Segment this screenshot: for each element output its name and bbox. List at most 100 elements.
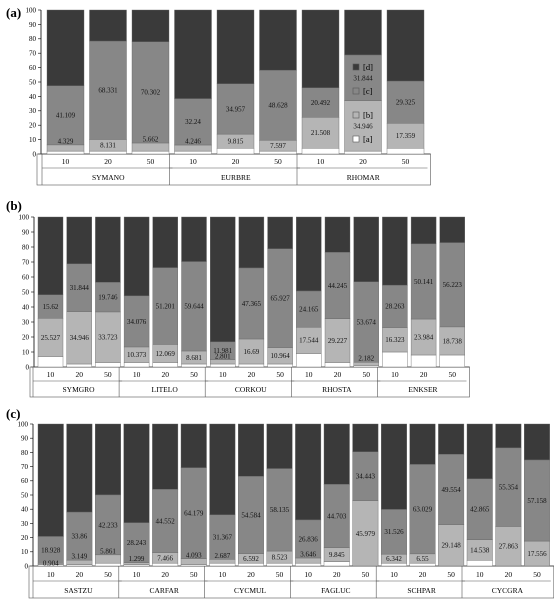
y-tick-label: 50	[29, 78, 37, 86]
data-label: 3.646	[300, 550, 316, 558]
bar-segment-c	[95, 282, 121, 313]
bar-segment-d	[131, 9, 170, 42]
data-label: 17.544	[299, 337, 319, 345]
x-category-label: 20	[76, 570, 84, 579]
y-tick-label: 90	[22, 228, 30, 236]
bar-segment-a	[209, 562, 236, 567]
bar-segment-a	[95, 362, 121, 368]
x-category-label: 20	[248, 370, 256, 379]
bar-segment-c	[266, 468, 293, 552]
data-label: 31.844	[70, 284, 90, 292]
data-label: 17.359	[396, 132, 416, 140]
bar-segment-d	[123, 216, 150, 297]
bar-segment-d	[324, 216, 351, 253]
data-label: 34.443	[356, 473, 376, 481]
data-label: 55.354	[499, 484, 519, 492]
bar-segment-c	[439, 242, 465, 328]
bar-segment-c	[89, 40, 127, 140]
bar-segment-b	[209, 559, 236, 564]
bar-segment-c	[66, 511, 93, 561]
x-category-label: 10	[476, 570, 484, 579]
bar-segment-c	[353, 281, 379, 363]
x-category-label: 20	[232, 157, 240, 166]
data-label: 42.233	[98, 521, 118, 529]
legend-item: [a]	[363, 134, 373, 144]
bar-segment-a	[66, 363, 92, 368]
x-category-label: 50	[104, 570, 112, 579]
bar-segment-c	[381, 509, 407, 555]
data-label: 28.263	[385, 303, 405, 311]
group-label: CORKOU	[235, 385, 267, 394]
y-tick-label: 40	[21, 506, 29, 514]
data-label: 31.844	[353, 74, 373, 82]
x-category-label: 50	[274, 157, 282, 166]
group-label: CYCMUL	[234, 586, 267, 595]
bar-segment-d	[301, 9, 340, 88]
bar-segment-b	[410, 318, 437, 356]
data-label: 10.964	[270, 352, 290, 360]
bar-segment-a	[237, 562, 264, 567]
data-label: 12.069	[156, 350, 176, 358]
data-label: 41.109	[56, 112, 76, 120]
data-label: 26.836	[299, 535, 319, 543]
y-tick-label: 20	[22, 333, 30, 341]
legend-swatch	[352, 111, 360, 119]
bar-segment-d	[152, 216, 179, 268]
bar-segment-c	[94, 494, 121, 556]
bar-segment-a	[180, 564, 207, 567]
data-label: 1.299	[129, 555, 145, 563]
y-tick-label: 100	[18, 420, 29, 428]
bar-segment-b	[382, 327, 408, 353]
bar-segment-c	[209, 514, 236, 560]
bar-segment-d	[323, 423, 350, 485]
data-label: 4.329	[58, 137, 74, 145]
bar-segment-d	[37, 216, 64, 295]
bar-segment-a	[266, 562, 293, 567]
bar-segment-a	[323, 561, 350, 567]
data-label: 9.815	[228, 138, 244, 146]
x-category-label: 50	[362, 370, 370, 379]
bar-segment-d	[438, 423, 465, 455]
legend-swatch	[352, 63, 360, 71]
x-category-label: 50	[402, 157, 410, 166]
bar-segment-c	[66, 263, 92, 312]
x-category-label: 50	[104, 370, 112, 379]
data-label: 58.135	[270, 506, 290, 514]
bar-segment-a	[37, 356, 64, 368]
bar-segment-d	[181, 216, 207, 262]
data-label: 56.223	[443, 281, 463, 289]
y-tick-label: 10	[21, 548, 29, 556]
bar-segment-a	[123, 362, 150, 368]
bar-segment-a	[409, 562, 436, 567]
bar-segment-a	[466, 560, 493, 567]
legend-item: [d]	[363, 62, 373, 72]
data-label: 5.861	[100, 547, 116, 555]
data-label: 4.093	[186, 551, 202, 559]
bar-segment-a	[324, 362, 351, 368]
group-label: RHOMAR	[347, 173, 380, 182]
data-label: 3.149	[71, 553, 87, 561]
bar-segment-a	[381, 562, 407, 567]
bar-segment-a	[301, 148, 340, 155]
data-label: 8.131	[100, 142, 116, 150]
legend-swatch	[352, 135, 360, 143]
bar-segment-a	[216, 148, 255, 155]
group-label: FAGLUC	[321, 586, 350, 595]
x-category-label: 10	[391, 370, 399, 379]
y-tick-label: 90	[21, 435, 29, 443]
x-category-label: 10	[189, 157, 197, 166]
y-tick-label: 90	[29, 21, 37, 29]
data-label: 53.674	[357, 318, 377, 326]
group-label: RHOSTA	[322, 385, 352, 394]
bar-segment-c	[181, 261, 207, 352]
x-category-label: 20	[247, 570, 255, 579]
bar-segment-d	[353, 216, 379, 282]
bar-segment-a	[209, 363, 236, 368]
x-category-label: 20	[104, 157, 112, 166]
group-label: ENKSER	[408, 385, 437, 394]
x-category-label: 50	[449, 370, 457, 379]
y-tick-label: 10	[22, 348, 30, 356]
data-label: 8.681	[186, 354, 202, 362]
legend-item: [b]	[363, 110, 373, 120]
group-label: CYCGRA	[492, 586, 524, 595]
